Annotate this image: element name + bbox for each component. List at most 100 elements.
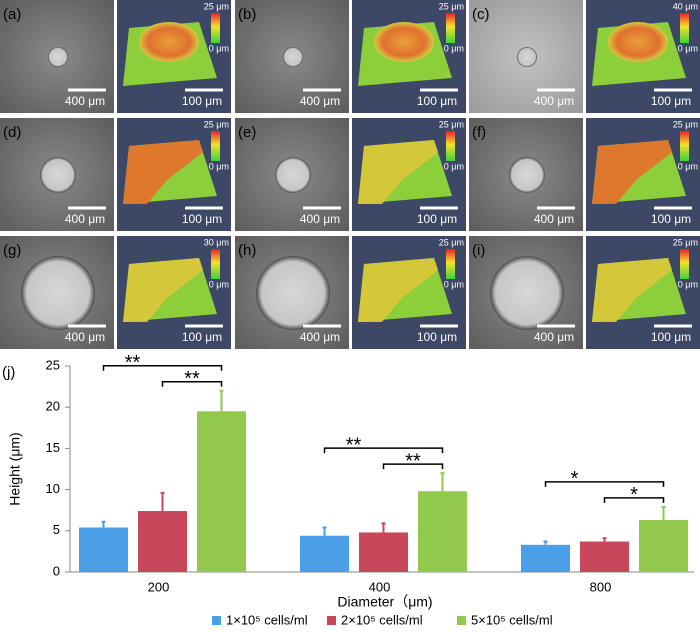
colorbar-max: 25 μm [673,119,698,129]
cell-surface [374,22,434,62]
legend-label: 2×10⁵ cells/ml [341,612,423,627]
colorbar-min: 0 μm [678,279,698,289]
panel-label: (h) [238,242,256,259]
scale-label: 100 μm [651,94,691,108]
panel-label: (f) [472,124,486,141]
panel-label: (d) [3,124,21,141]
scale-label: 100 μm [182,330,222,344]
panel-label: (b) [238,6,256,23]
scale-label: 400 μm [65,94,105,108]
scale-label: 400 μm [300,94,340,108]
colorbar-min: 0 μm [678,161,698,171]
significance-bracket [603,497,665,503]
significance-label: ** [405,450,421,472]
error-bar [543,540,548,545]
cell-surface [592,258,672,322]
significance-label: ** [346,434,362,456]
x-axis-label: Diameter（μm) [337,594,432,610]
scale-label: 100 μm [417,330,457,344]
panel-label: (e) [238,124,256,141]
cell-surface [358,140,438,204]
scale-label: 400 μm [65,212,105,226]
y-tick-label: 5 [53,522,60,537]
scale-label: 100 μm [182,212,222,226]
colorbar [211,249,220,279]
error-bar [219,389,224,412]
cell-surface [139,22,199,62]
colorbar-min: 0 μm [678,43,698,53]
cell-disc [21,256,95,330]
colorbar [211,131,220,161]
error-bar [381,522,386,533]
significance-bracket [382,463,444,470]
scale-label: 400 μm [534,94,574,108]
error-bar [661,505,666,521]
colorbar-min: 0 μm [209,43,229,53]
cell-surface [358,258,438,322]
colorbar [680,131,689,161]
colorbar-min: 0 μm [444,279,464,289]
legend-swatch [457,616,466,625]
significance-label: ** [184,368,200,390]
cell-surface [608,22,668,62]
scale-label: 400 μm [65,330,105,344]
bar [580,541,629,572]
panel-label: (c) [472,6,490,23]
bar [138,511,187,572]
colorbar-max: 25 μm [204,1,229,11]
error-bar [101,520,106,528]
scale-label: 100 μm [182,94,222,108]
colorbar-min: 0 μm [209,279,229,289]
scale-label: 400 μm [300,330,340,344]
y-tick-label: 15 [46,440,60,455]
error-bar [322,526,327,536]
legend-swatch [212,616,221,625]
scale-label: 100 μm [417,212,457,226]
legend-label: 1×10⁵ cells/ml [226,612,308,627]
bar [521,544,570,572]
cell-disc [509,157,545,193]
colorbar [446,13,455,43]
colorbar-max: 25 μm [439,237,464,247]
scale-label: 100 μm [651,330,691,344]
significance-bracket [323,447,444,454]
x-tick-label: 200 [148,579,170,594]
colorbar-max: 30 μm [204,237,229,247]
cell-surface [592,140,672,204]
colorbar [446,131,455,161]
significance-bracket [102,364,223,371]
panel-label: (a) [3,6,21,23]
cell-disc [48,47,68,67]
y-tick-label: 0 [53,563,60,578]
y-axis-label: Height (μm) [7,432,23,505]
significance-bracket [161,380,223,387]
cell-disc [40,157,76,193]
panel-label: (g) [3,242,21,259]
bar [639,520,688,572]
bar [197,411,246,572]
y-tick-label: 20 [46,399,60,414]
colorbar-min: 0 μm [444,161,464,171]
colorbar [680,13,689,43]
panel-label: (j) [2,364,15,381]
significance-label: * [630,484,638,506]
cell-disc [256,256,330,330]
cell-disc [490,256,564,330]
colorbar [211,13,220,43]
colorbar-min: 0 μm [209,161,229,171]
cell-disc [275,157,311,193]
colorbar-max: 25 μm [204,119,229,129]
bar [79,527,128,572]
bar [418,491,467,572]
significance-label: ** [125,352,141,374]
colorbar-max: 25 μm [673,237,698,247]
error-bar [440,472,445,492]
bar [359,532,408,572]
cell-disc [283,47,303,67]
colorbar [680,249,689,279]
colorbar-max: 40 μm [673,1,698,11]
cell-surface [123,258,203,322]
cell-surface [123,140,203,204]
scale-label: 400 μm [300,212,340,226]
